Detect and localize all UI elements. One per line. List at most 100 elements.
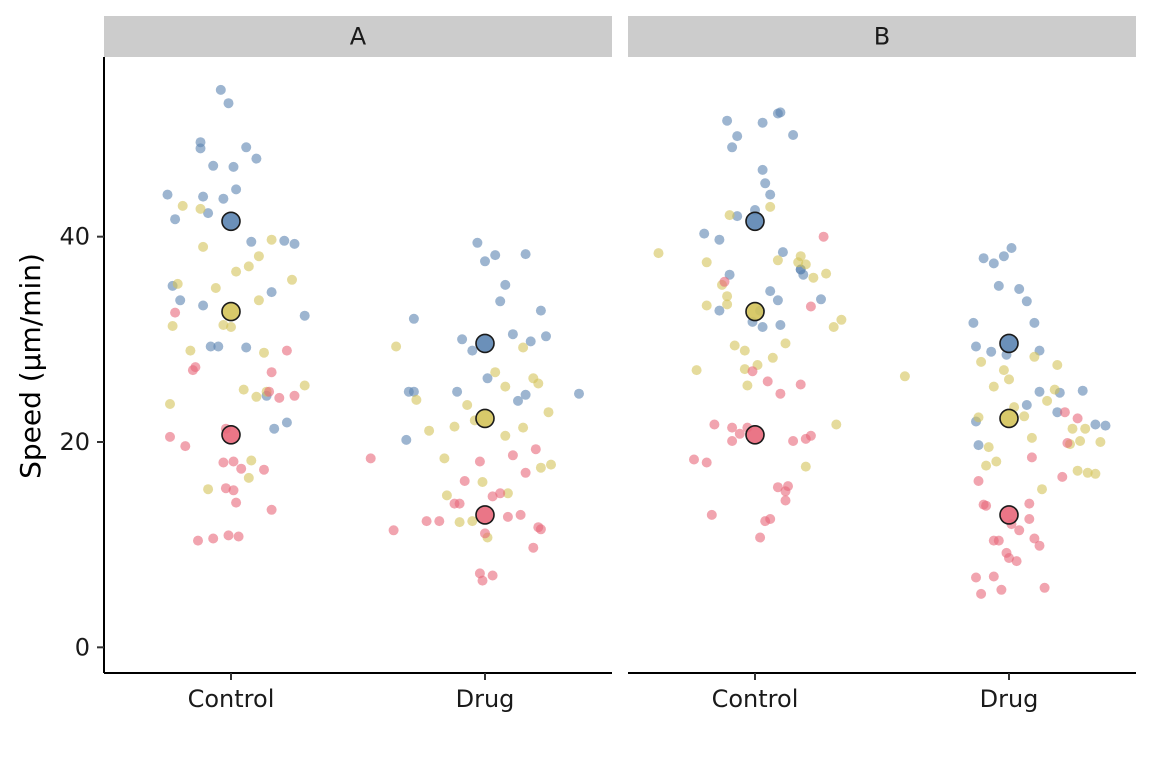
data-point <box>274 392 285 403</box>
data-point <box>259 464 269 475</box>
data-point <box>236 463 247 474</box>
data-point <box>739 345 750 356</box>
data-point <box>180 441 191 452</box>
data-point <box>193 535 203 546</box>
data-point <box>765 201 776 212</box>
data-point <box>500 279 511 290</box>
mean-point <box>475 333 495 354</box>
data-point <box>1095 437 1106 447</box>
data-point <box>1062 438 1073 448</box>
data-point <box>365 453 376 464</box>
data-point <box>449 421 460 432</box>
data-point <box>241 342 252 353</box>
data-point <box>722 299 733 310</box>
data-point <box>689 454 699 465</box>
data-point <box>177 200 188 211</box>
data-point <box>727 436 738 446</box>
data-point <box>1029 533 1040 544</box>
data-point <box>391 341 402 352</box>
data-point <box>266 287 277 298</box>
x-tick-label: Drug <box>456 685 515 713</box>
data-point <box>1042 395 1053 406</box>
data-point <box>518 342 529 353</box>
data-point <box>424 425 435 436</box>
data-point <box>1029 317 1040 328</box>
data-point <box>739 364 750 375</box>
data-point <box>765 189 776 200</box>
y-tick-label: 0 <box>75 633 90 661</box>
data-point <box>1080 423 1091 434</box>
data-point <box>434 516 445 527</box>
data-point <box>218 193 229 204</box>
data-point <box>525 336 536 347</box>
x-tick-label: Control <box>188 685 275 713</box>
data-point <box>805 430 816 441</box>
data-points <box>162 84 1111 599</box>
data-point <box>772 255 783 266</box>
data-point <box>165 431 175 442</box>
data-point <box>1011 556 1022 567</box>
data-point <box>520 467 531 478</box>
data-point <box>287 274 297 285</box>
data-point <box>775 388 786 399</box>
data-point <box>1021 296 1032 307</box>
data-point <box>775 320 786 330</box>
data-point <box>190 362 201 373</box>
data-point <box>1021 400 1032 410</box>
data-point <box>986 346 997 357</box>
data-point <box>808 272 819 283</box>
data-point <box>213 341 224 352</box>
data-point <box>821 268 832 279</box>
data-point <box>251 153 262 164</box>
data-point <box>760 178 771 189</box>
data-point <box>765 514 776 524</box>
data-point <box>253 251 264 262</box>
data-point <box>299 310 310 321</box>
data-point <box>170 214 181 225</box>
data-point <box>1029 351 1040 362</box>
data-point <box>983 442 994 453</box>
data-point <box>238 384 249 395</box>
data-point <box>403 386 414 397</box>
facet-strip-a <box>104 16 612 57</box>
data-point <box>401 434 412 445</box>
data-point <box>981 500 992 511</box>
data-point <box>816 294 826 305</box>
data-point <box>246 455 257 466</box>
data-point <box>507 450 518 461</box>
data-point <box>203 484 214 495</box>
mean-point <box>221 211 241 232</box>
data-point <box>487 491 498 502</box>
data-point <box>439 453 450 464</box>
data-point <box>482 373 493 384</box>
data-point <box>198 191 209 202</box>
data-point <box>1049 384 1060 395</box>
data-point <box>767 352 778 363</box>
data-point <box>487 570 498 581</box>
mean-point <box>999 333 1019 354</box>
data-point <box>747 366 758 377</box>
data-point <box>535 524 546 535</box>
data-point <box>421 516 432 527</box>
data-point <box>530 444 541 455</box>
data-point <box>198 300 209 311</box>
data-point <box>528 542 539 553</box>
data-point <box>289 390 300 401</box>
data-point <box>185 345 196 356</box>
data-point <box>281 417 292 428</box>
data-point <box>732 211 743 222</box>
data-point <box>474 456 485 467</box>
data-point <box>701 257 712 268</box>
data-point <box>253 295 264 306</box>
data-point <box>831 419 842 430</box>
data-point <box>480 256 490 267</box>
data-point <box>714 305 725 316</box>
facet-label-b: B <box>874 23 890 51</box>
data-point <box>757 164 768 175</box>
data-point <box>765 286 776 297</box>
data-point <box>1059 407 1070 418</box>
data-point <box>299 380 310 391</box>
data-point <box>762 376 773 387</box>
data-point <box>495 296 506 307</box>
data-point <box>780 338 791 349</box>
